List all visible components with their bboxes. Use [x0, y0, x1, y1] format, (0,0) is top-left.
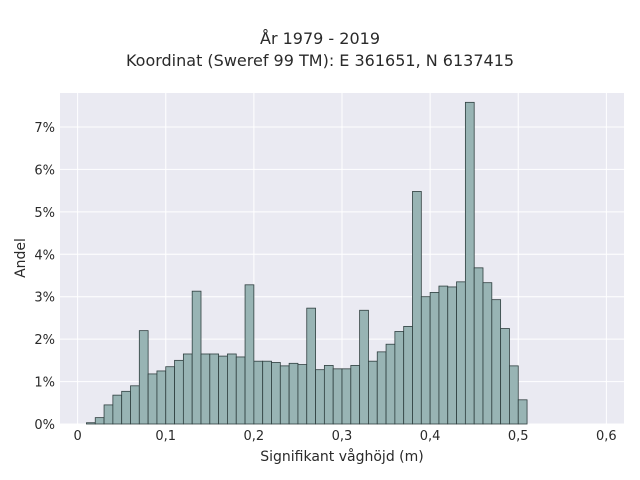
x-tick-label: 0,2 [244, 429, 265, 444]
histogram-bar [227, 353, 237, 425]
histogram-bar [368, 360, 378, 425]
histogram-bar [244, 284, 255, 425]
histogram-bar [332, 368, 343, 425]
histogram-bar [323, 365, 334, 425]
histogram-bar [315, 369, 325, 425]
histogram-bar [473, 267, 484, 425]
histogram-bar [279, 365, 290, 425]
x-tick-label: 0 [73, 429, 81, 444]
y-tick-label: 0% [34, 418, 55, 433]
x-axis-ticks: 0 0,1 0,2 0,3 0,4 0,5 0,6 [73, 429, 616, 444]
y-tick-label: 3% [34, 291, 55, 306]
histogram-bar [86, 422, 96, 425]
histogram-bar [156, 370, 167, 425]
histogram-bar [297, 364, 308, 425]
histogram-bar [147, 373, 158, 425]
histogram-bar [464, 101, 475, 425]
histogram-bar [350, 365, 361, 425]
histogram-bar [191, 290, 202, 425]
histogram-bar [412, 191, 422, 425]
histogram-bar [130, 385, 140, 425]
histogram-bar [491, 299, 502, 425]
histogram-bar [271, 362, 281, 425]
x-tick-label: 0,3 [332, 429, 353, 444]
histogram-bar [517, 399, 528, 425]
y-axis-ticks: 0% 1% 2% 3% 4% 5% 6% 7% [34, 121, 55, 433]
histogram-bar [438, 285, 449, 425]
histogram-bar [165, 366, 175, 425]
histogram-bar [500, 328, 510, 425]
histogram-bar [182, 353, 193, 425]
histogram-bar [376, 351, 387, 425]
histogram-bar [447, 286, 457, 425]
y-tick-label: 1% [34, 376, 55, 391]
y-tick-label: 4% [34, 248, 55, 263]
histogram-bar [509, 365, 519, 425]
x-tick-label: 0,6 [596, 429, 617, 444]
histogram-bar [138, 330, 149, 425]
x-tick-label: 0,5 [508, 429, 529, 444]
y-tick-label: 2% [34, 333, 55, 348]
y-tick-label: 7% [34, 121, 55, 136]
histogram-bar [456, 281, 466, 425]
histogram-bar [253, 360, 264, 425]
y-tick-label: 6% [34, 163, 55, 178]
histogram-bar [288, 362, 299, 425]
x-tick-label: 0,1 [155, 429, 176, 444]
histogram-bar [200, 353, 211, 425]
y-axis-label: Andel [13, 238, 29, 278]
histogram-bar [341, 368, 352, 425]
histogram-bar [94, 417, 105, 425]
histogram-bar [112, 394, 123, 425]
chart-subtitle: Koordinat (Sweref 99 TM): E 361651, N 61… [125, 51, 515, 70]
histogram-bar [103, 404, 114, 425]
chart-title: År 1979 - 2019 [260, 29, 380, 48]
histogram-bar [262, 360, 272, 425]
y-tick-label: 5% [34, 206, 55, 221]
histogram-bars [86, 101, 528, 425]
histogram-bar [218, 355, 228, 425]
histogram-bar [394, 331, 405, 425]
histogram-bar [420, 296, 431, 425]
histogram-bar [209, 353, 220, 425]
histogram-bar [174, 359, 184, 425]
histogram-bar [121, 390, 131, 425]
x-tick-label: 0,4 [420, 429, 441, 444]
histogram-bar [482, 282, 493, 425]
histogram-bar [403, 325, 413, 425]
histogram-bar [306, 307, 316, 425]
histogram-bar [359, 309, 369, 425]
x-axis-label: Signifikant våghöjd (m) [260, 448, 423, 465]
histogram-bar [385, 343, 396, 425]
histogram-bar [235, 356, 246, 425]
histogram-bar [429, 292, 440, 425]
